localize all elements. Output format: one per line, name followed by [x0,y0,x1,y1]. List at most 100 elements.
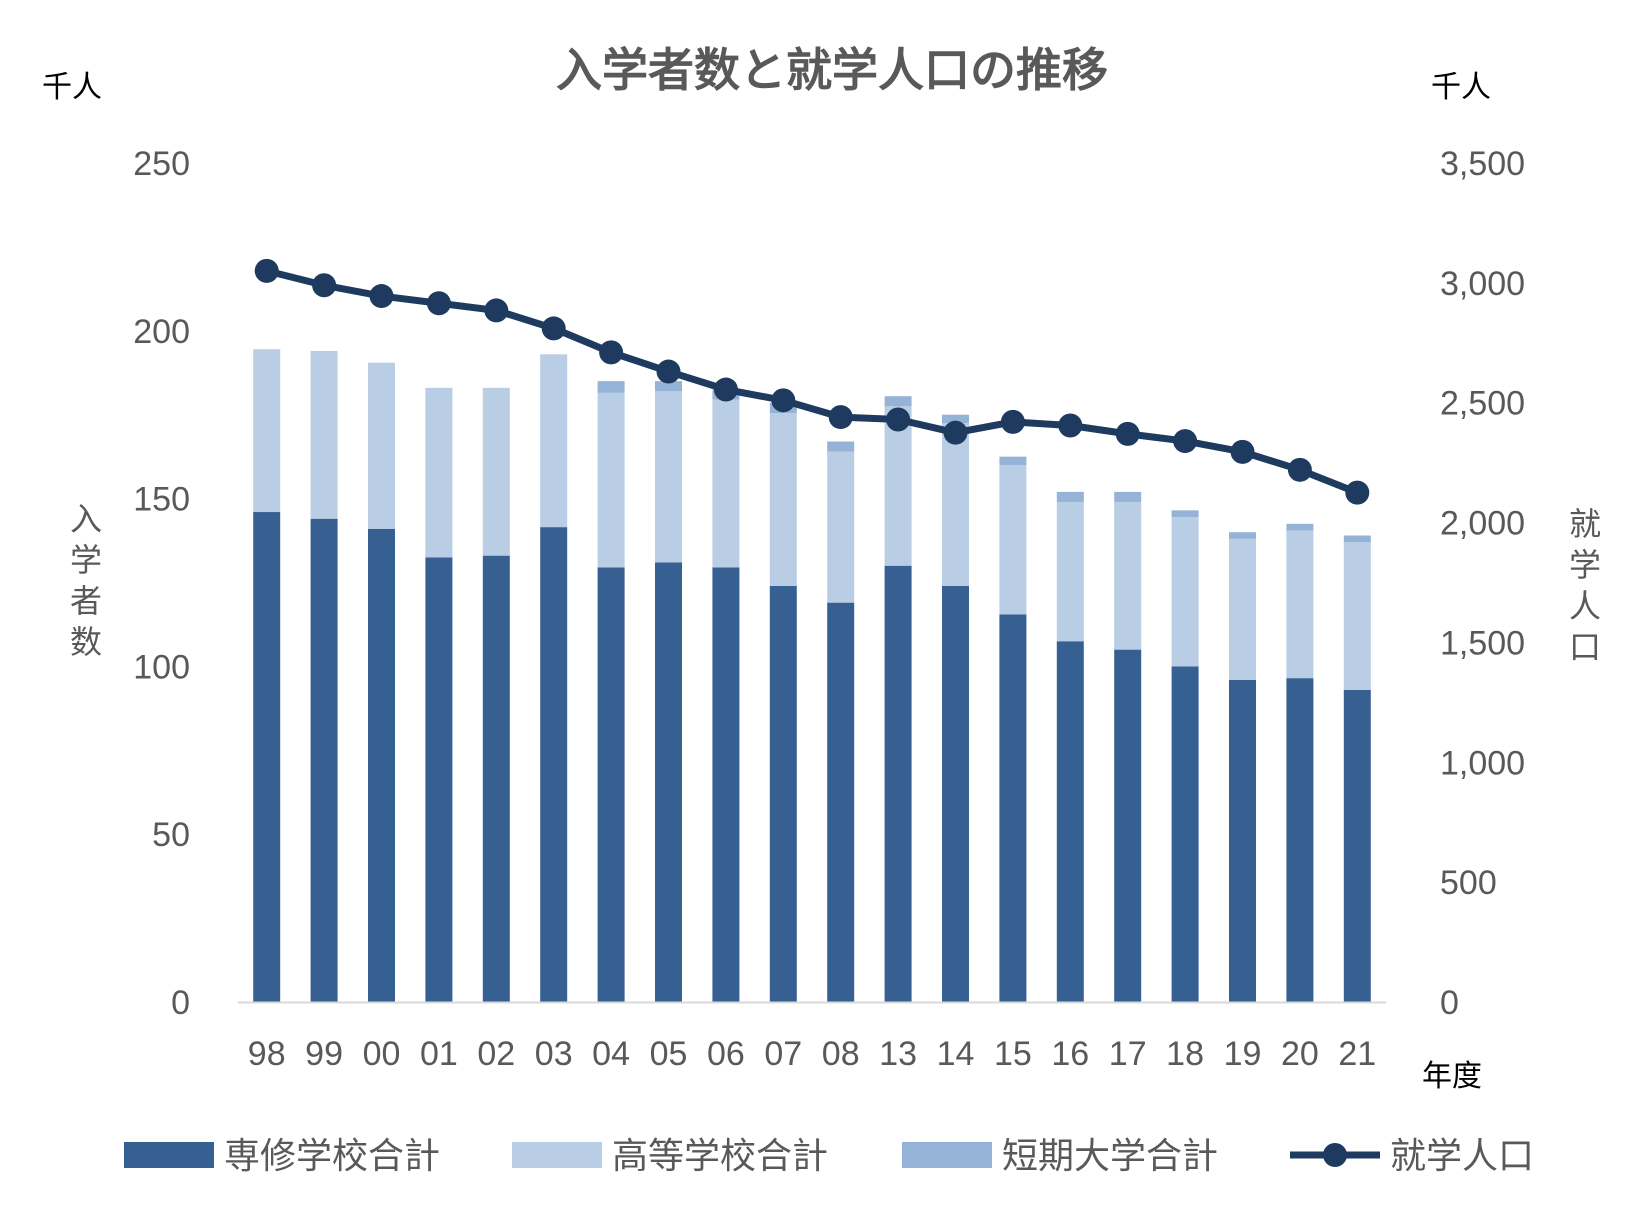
bar-segment-koutou [368,362,395,529]
legend-swatch [512,1142,602,1168]
x-tick-label: 01 [420,1035,458,1073]
left-axis-unit: 千人 [42,70,102,105]
x-tick-label: 02 [477,1035,515,1073]
x-tick-label: 15 [994,1035,1032,1073]
bar-segment-tandai [1286,523,1314,531]
bar-segment-senshu [1114,649,1142,1002]
bar-segment-senshu [597,567,625,1002]
population-point [1345,480,1370,505]
bar-segment-senshu [368,528,395,1002]
right-tick-label: 1,000 [1440,744,1525,782]
x-tick-label: 21 [1338,1035,1376,1073]
bar-segment-senshu [310,518,338,1002]
x-tick-label: 07 [764,1035,802,1073]
left-axis-title: 入学者数 [70,500,102,661]
bar-segment-tandai [597,381,625,393]
bar-segment-senshu [655,562,682,1002]
population-point [656,359,681,384]
bar-segment-koutou [827,451,855,603]
bar-segment-tandai [827,441,855,452]
bar-segment-koutou [1171,517,1199,667]
legend-label: 短期大学合計 [1002,1136,1218,1177]
x-tick-label: 98 [248,1035,286,1073]
bar-segment-senshu [425,557,453,1002]
x-tick-label: 08 [822,1035,860,1073]
right-tick-label: 3,500 [1440,145,1525,183]
bar-segment-koutou [540,354,568,528]
bar-segment-senshu [769,585,797,1002]
bar-segment-koutou [310,350,338,519]
population-point [886,407,911,432]
population-point [312,273,337,298]
population-point [1287,457,1312,482]
bar-segment-koutou [999,465,1027,615]
bar-segment-koutou [655,391,682,563]
bar-segment-senshu [1286,678,1314,1002]
bar-segment-tandai [655,381,682,392]
bar-segment-senshu [253,512,281,1002]
population-point [254,258,279,283]
right-tick-label: 3,000 [1440,265,1525,303]
population-point [943,420,968,445]
left-tick-label: 50 [152,816,190,854]
bar-segment-koutou [1343,542,1371,690]
left-tick-label: 200 [133,313,190,351]
bar-segment-koutou [1286,530,1314,679]
population-point [599,340,624,365]
bar-segment-koutou [884,406,912,566]
x-axis-label: 年度 [1422,1059,1482,1094]
population-point [1115,421,1140,446]
x-tick-label: 03 [535,1035,573,1073]
bar-segment-koutou [942,423,969,586]
left-tick-label: 150 [133,481,190,519]
right-tick-label: 500 [1440,864,1497,902]
bar-segment-senshu [1229,679,1256,1002]
right-axis-label: 就学人口 [1569,505,1601,666]
x-tick-label: 06 [707,1035,745,1073]
bar-segment-senshu [1171,666,1199,1002]
bar-segment-tandai [1114,491,1142,502]
x-tick-label: 18 [1166,1035,1204,1073]
population-point [369,284,394,309]
bar-segment-tandai [1229,532,1256,539]
x-tick-label: 16 [1051,1035,1089,1073]
bar-segment-koutou [597,392,625,568]
bars [253,349,1371,1002]
population-point [1173,429,1198,454]
bar-segment-senshu [884,565,912,1002]
bar-segment-koutou [1056,501,1084,642]
legend-swatch [124,1142,214,1168]
left-tick-label: 0 [171,984,190,1022]
chart-title: 入学者数と就学人口の推移 [556,43,1108,97]
population-point [1000,409,1025,434]
legend-line-marker [1323,1143,1347,1167]
population-point [828,405,853,430]
legend-label: 就学人口 [1390,1136,1534,1177]
x-tick-label: 20 [1281,1035,1319,1073]
right-tick-label: 0 [1440,984,1459,1022]
right-axis-ticks: 0 500 1,000 1,500 2,000 2,500 3,000 3,500 [1440,145,1525,1022]
bar-segment-tandai [999,456,1027,466]
bar-segment-senshu [482,555,510,1002]
population-point [1230,439,1255,464]
bar-segment-tandai [1171,510,1199,518]
x-axis-ticks: 98 99 00 01 02 03 04 05 06 07 08 13 14 15 16 17 18 19 20 21 [248,1035,1376,1073]
legend-label: 専修学校合計 [224,1136,440,1177]
bar-segment-koutou [1114,501,1142,650]
x-tick-label: 05 [650,1035,688,1073]
right-tick-label: 2,000 [1440,505,1525,543]
bar-segment-senshu [1343,689,1371,1002]
bar-segment-koutou [425,387,453,558]
x-tick-label: 99 [305,1035,343,1073]
bar-segment-tandai [1056,491,1084,502]
population-point [1058,413,1083,438]
bar-segment-koutou [482,387,510,556]
bar-segment-tandai [884,396,912,407]
legend-swatch [902,1142,992,1168]
population-point [484,298,509,323]
x-tick-label: 00 [363,1035,401,1073]
bar-segment-senshu [540,527,568,1002]
right-axis-title: 就学人口 [1569,505,1601,666]
right-axis-unit: 千人 [1431,70,1491,105]
population-point [426,291,451,316]
